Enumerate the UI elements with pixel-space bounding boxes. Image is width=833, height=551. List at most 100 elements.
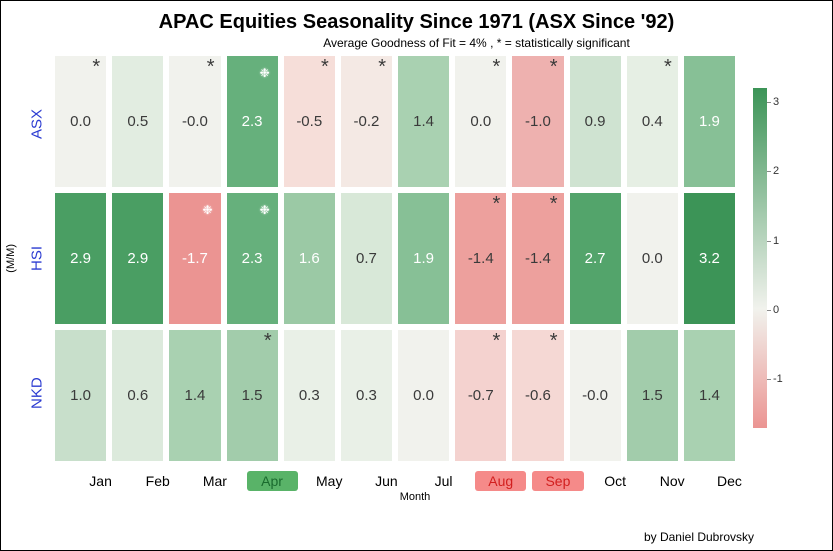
significance-star-icon: * <box>378 62 386 72</box>
col-label: Jul <box>418 471 469 491</box>
heatmap-cell: 0.0* <box>455 56 506 187</box>
cell-value: 3.2 <box>699 250 720 267</box>
cell-value: 0.9 <box>585 113 606 130</box>
significance-star-icon: * <box>664 62 672 72</box>
col-label: Jan <box>75 471 126 491</box>
cell-value: 1.9 <box>699 113 720 130</box>
cell-value: -1.7 <box>182 250 208 267</box>
cell-value: -0.5 <box>296 113 322 130</box>
heatmap-cell: 0.0 <box>398 330 449 461</box>
cell-value: -0.0 <box>582 387 608 404</box>
cell-value: -0.7 <box>468 387 494 404</box>
colorbar: 3 2 1 0 -1 <box>753 56 793 461</box>
colorbar-tick: 0 <box>773 304 779 316</box>
col-label: Nov <box>647 471 698 491</box>
chart-title: APAC Equities Seasonality Since 1971 (AS… <box>1 1 832 34</box>
significance-star-icon: * <box>92 62 100 72</box>
cell-value: -0.6 <box>525 387 551 404</box>
heatmap-cell: 0.9 <box>570 56 621 187</box>
cell-value: 1.4 <box>184 387 205 404</box>
cell-value: -1.4 <box>525 250 551 267</box>
heatmap-cell: 0.0 * <box>55 56 106 187</box>
heatmap-cell: 1.0 <box>55 330 106 461</box>
cell-value: 0.6 <box>127 387 148 404</box>
heatmap-cell: -0.0 * <box>169 56 220 187</box>
cell-value: 0.5 <box>127 113 148 130</box>
col-label: Apr <box>247 471 298 491</box>
significance-star-icon: * <box>321 62 329 72</box>
cell-value: 1.0 <box>70 387 91 404</box>
heatmap-cell: 1.9 <box>398 193 449 324</box>
significance-star-icon: * <box>550 199 558 209</box>
cell-value: 1.6 <box>299 250 320 267</box>
col-label: Sep <box>532 471 583 491</box>
cell-value: 2.7 <box>585 250 606 267</box>
significance-star-icon: * <box>550 62 558 72</box>
significance-star-icon: * <box>493 62 501 72</box>
heatmap-cell: 0.3 <box>341 330 392 461</box>
heatmap-cell: 2.7 <box>570 193 621 324</box>
cell-value: 1.4 <box>699 387 720 404</box>
cell-value: 1.5 <box>642 387 663 404</box>
heatmap-cell: 0.7 <box>341 193 392 324</box>
heatmap-cell: -0.7 * <box>455 330 506 461</box>
col-label: Feb <box>132 471 183 491</box>
heatmap-cell: -0.5 * <box>284 56 335 187</box>
cell-value: 0.3 <box>299 387 320 404</box>
cell-value: 0.7 <box>356 250 377 267</box>
col-labels: JanFebMarAprMayJunJulAugSepOctNovDec <box>75 471 755 491</box>
row-label: ASX <box>19 56 55 191</box>
credit: by Daniel Dubrovsky <box>644 530 754 544</box>
colorbar-tick: -1 <box>773 373 783 385</box>
cell-value: -0.0 <box>182 113 208 130</box>
heatmap-cell: 1.4 <box>684 330 735 461</box>
col-label: Aug <box>475 471 526 491</box>
yaxis-label: (M/M) <box>5 244 17 273</box>
cell-value: 2.3 <box>242 250 263 267</box>
heatmap-cell: -0.6 * <box>512 330 563 461</box>
heatmap-cell: 2.3❉ <box>227 193 278 324</box>
significance-star-icon: * <box>550 336 558 346</box>
cell-value: 0.0 <box>70 113 91 130</box>
col-label: Mar <box>189 471 240 491</box>
row-labels: ASXHSINKD <box>19 56 55 461</box>
confetti-icon: ❉ <box>260 66 270 80</box>
heatmap-cell: 2.3❉ <box>227 56 278 187</box>
heatmap-cell: 1.9 <box>684 56 735 187</box>
heatmap-cell: 2.9 <box>55 193 106 324</box>
cell-value: 1.9 <box>413 250 434 267</box>
significance-star-icon: * <box>493 336 501 346</box>
heatmap-cell: 1.5 <box>627 330 678 461</box>
significance-star-icon: * <box>264 336 272 346</box>
cell-value: -1.4 <box>468 250 494 267</box>
confetti-icon: ❉ <box>202 203 212 217</box>
heatmap-cell: 2.9 <box>112 193 163 324</box>
heatmap-cell: -1.7 ❉ <box>169 193 220 324</box>
row-label: HSI <box>19 191 55 326</box>
col-label: Oct <box>590 471 641 491</box>
cell-value: -0.2 <box>353 113 379 130</box>
cell-value: 0.0 <box>642 250 663 267</box>
heatmap-cell: 0.4* <box>627 56 678 187</box>
colorbar-tick: 2 <box>773 165 779 177</box>
heatmap-grid: 0.0*0.5-0.0*2.3❉-0.5*-0.2*1.40.0*-1.0*0.… <box>55 56 735 461</box>
row-label: NKD <box>19 326 55 461</box>
heatmap-cell: -1.4* <box>455 193 506 324</box>
heatmap-cell: -0.2 * <box>341 56 392 187</box>
cell-value: 2.9 <box>70 250 91 267</box>
heatmap-cell: -1.4 * <box>512 193 563 324</box>
xaxis-label: Month <box>75 491 755 503</box>
heatmap-cell: 3.2 <box>684 193 735 324</box>
heatmap-cell: 1.4 <box>169 330 220 461</box>
colorbar-tick: 1 <box>773 235 779 247</box>
cell-value: 2.9 <box>127 250 148 267</box>
heatmap-cell: -1.0* <box>512 56 563 187</box>
significance-star-icon: * <box>207 62 215 72</box>
chart-subtitle: Average Goodness of Fit = 4% , * = stati… <box>1 34 832 50</box>
cell-value: 0.3 <box>356 387 377 404</box>
col-label: May <box>304 471 355 491</box>
heatmap-cell: 0.3 <box>284 330 335 461</box>
colorbar-tick: 3 <box>773 96 779 108</box>
cell-value: 1.5 <box>242 387 263 404</box>
colorbar-ticks: 3 2 1 0 -1 <box>773 88 793 428</box>
